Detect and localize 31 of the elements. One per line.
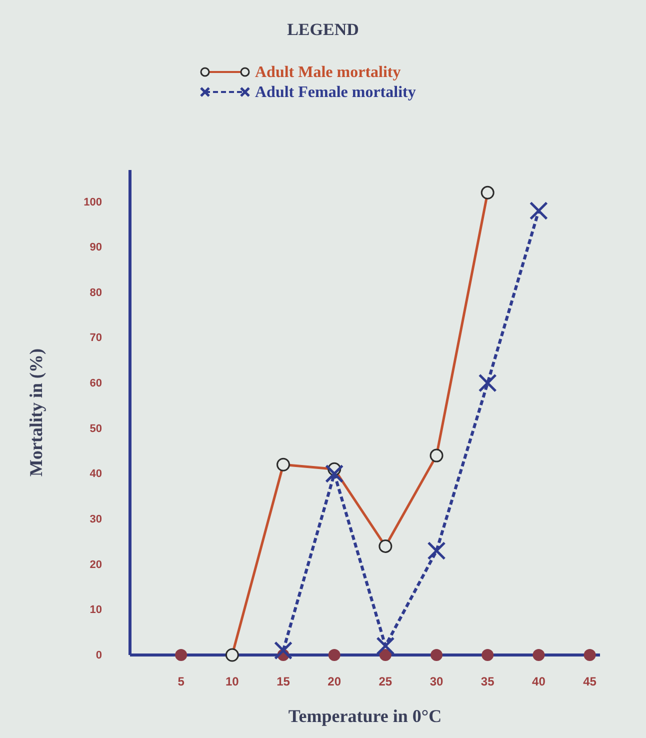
x-tick-label: 15: [276, 674, 290, 689]
y-tick-label: 10: [90, 604, 102, 616]
legend-label: Adult Male mortality: [255, 64, 401, 81]
y-tick-label: 50: [90, 422, 102, 435]
y-tick-label: 0: [96, 650, 102, 662]
point: [529, 202, 548, 220]
x-tick-label: 25: [378, 674, 392, 689]
x-tick-label: 40: [532, 674, 546, 689]
point: [274, 641, 293, 660]
x-tick-label: 10: [225, 674, 240, 689]
y-tick-label: 80: [90, 286, 102, 299]
point: [478, 374, 497, 392]
y-tick-label: 40: [90, 468, 102, 480]
y-axis-title: Mortality in (%): [26, 348, 46, 476]
x-tick-label: 45: [583, 674, 597, 689]
y-tick-label: 20: [90, 558, 102, 571]
x-tick-label: 30: [430, 674, 444, 689]
legend-label: Adult Female mortality: [255, 84, 416, 101]
x-tick-label: 20: [328, 674, 342, 689]
y-tick-label: 60: [90, 378, 102, 390]
point: [376, 636, 395, 656]
point: [325, 464, 344, 483]
x-axis-title: Temperature in 0°C: [288, 706, 442, 726]
point: [427, 542, 446, 560]
legend-title: LEGEND: [287, 20, 359, 39]
x-tick-label: 5: [178, 674, 185, 689]
y-tick-label: 70: [90, 332, 102, 344]
y-tick-label: 90: [90, 242, 102, 254]
x-tick-label: 35: [480, 674, 495, 689]
y-tick-label: 100: [84, 196, 102, 208]
y-tick-label: 30: [90, 514, 102, 526]
